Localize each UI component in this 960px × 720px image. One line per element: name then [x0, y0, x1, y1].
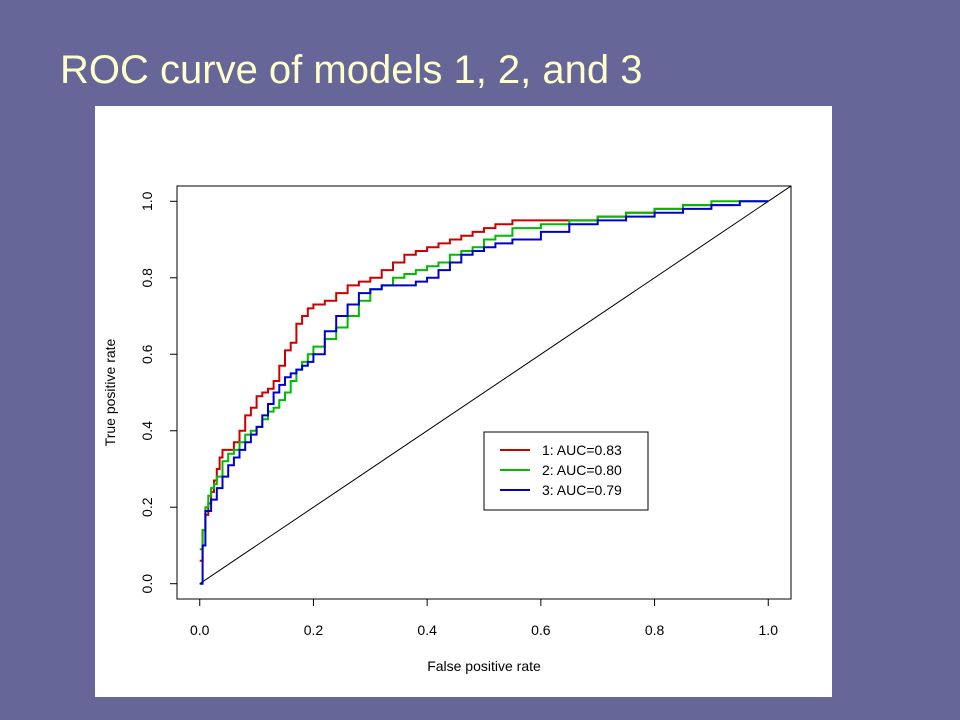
roc-curve-model-3: [199, 200, 769, 585]
legend-label-1: 1: AUC=0.83: [542, 442, 622, 458]
y-tick-label: 0.6: [139, 344, 155, 364]
roc-curve-model-1: [199, 204, 735, 562]
roc-chart: 0.0 0.2 0.4 0.6 0.8 1.0 0.0 0.2 0.4 0.6 0.8 1.0 Fals…: [95, 106, 832, 697]
y-tick-label: 0.2: [139, 497, 155, 517]
x-tick-label: 0.4: [417, 622, 437, 638]
x-tick-label: 0.2: [304, 622, 324, 638]
reference-diagonal-line: [199, 186, 791, 585]
y-tick-label: 0.8: [139, 268, 155, 288]
y-axis-label: True positive rate: [102, 338, 118, 446]
plot-border: [176, 185, 792, 600]
x-tick-label: 1.0: [759, 622, 779, 638]
x-tick-label: 0.8: [645, 622, 665, 638]
legend-label-2: 2: AUC=0.80: [542, 462, 622, 478]
y-tick-label: 0.4: [139, 421, 155, 441]
x-tick-label: 0.0: [190, 622, 210, 638]
x-tick-label: 0.6: [531, 622, 551, 638]
y-tick-label: 1.0: [139, 191, 155, 211]
legend-label-3: 3: AUC=0.79: [542, 482, 622, 498]
y-tick-label: 0.0: [139, 574, 155, 594]
roc-chart-svg: 0.0 0.2 0.4 0.6 0.8 1.0 0.0 0.2 0.4 0.6 0.8 1.0 Fals…: [102, 185, 792, 674]
slide-title: ROC curve of models 1, 2, and 3: [60, 48, 643, 92]
x-axis-label: False positive rate: [427, 658, 541, 674]
